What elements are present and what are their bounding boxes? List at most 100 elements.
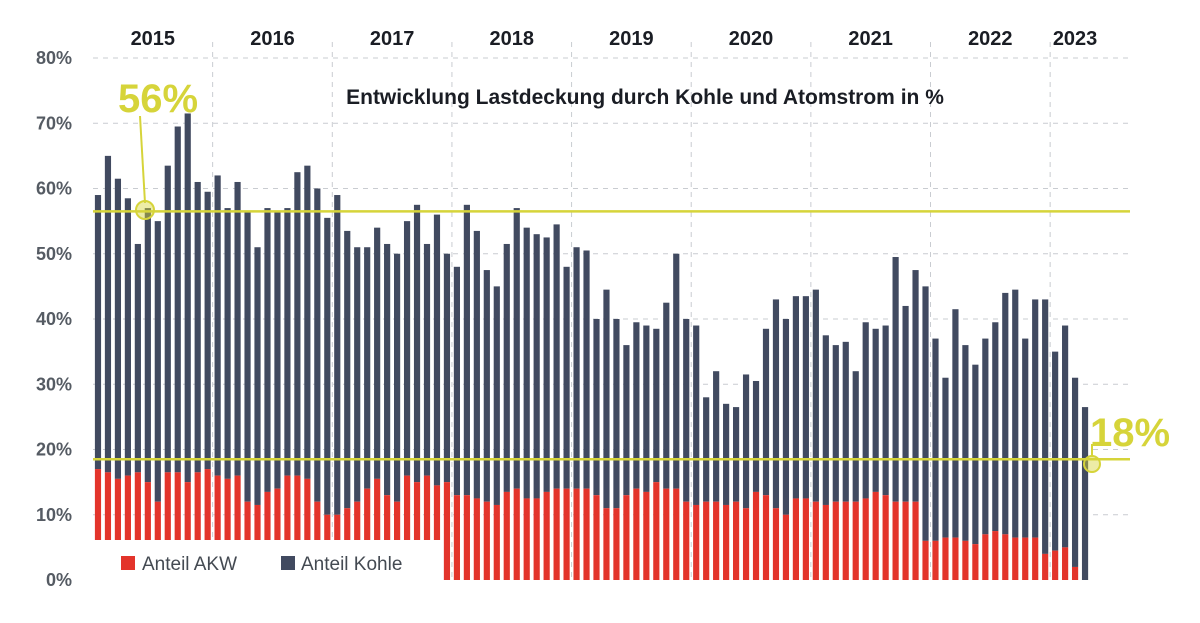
- bar-akw: [613, 508, 620, 580]
- y-tick-label: 10%: [36, 505, 72, 525]
- bar-akw: [384, 495, 391, 580]
- bar-kohle: [344, 230, 351, 509]
- bar-kohle: [1012, 289, 1019, 538]
- bar-kohle: [334, 195, 341, 515]
- year-label: 2023: [1053, 28, 1098, 50]
- year-label: 2019: [609, 28, 654, 50]
- bar-akw: [433, 485, 441, 580]
- annotation-end: 18%: [1083, 411, 1170, 473]
- annotation-start-label: 56%: [118, 77, 198, 121]
- bar-akw: [364, 488, 371, 580]
- bar-akw: [204, 469, 211, 580]
- bar-akw: [872, 491, 879, 580]
- y-tick-label: 80%: [36, 48, 72, 68]
- bar-kohle: [394, 253, 401, 502]
- bar-kohle: [503, 243, 510, 492]
- bar-akw: [693, 504, 700, 580]
- bar-akw: [633, 488, 640, 580]
- bar-kohle: [513, 208, 520, 489]
- bar-kohle: [613, 319, 620, 509]
- bar-kohle: [683, 319, 690, 502]
- bar-akw: [583, 488, 590, 580]
- bar-akw: [962, 540, 969, 580]
- bar-kohle: [194, 181, 201, 473]
- bar-akw: [234, 475, 241, 580]
- bar-akw: [792, 498, 799, 580]
- y-tick-label: 50%: [36, 244, 72, 264]
- annotation-start-pointer: [139, 115, 146, 204]
- reference-lines: [93, 210, 1130, 461]
- bar-kohle: [184, 113, 191, 483]
- y-tick-label: 30%: [36, 374, 72, 394]
- y-tick-label: 0%: [46, 570, 72, 590]
- bar-kohle: [244, 211, 251, 502]
- legend-background: [92, 540, 442, 580]
- bar-kohle: [912, 270, 919, 502]
- bar-akw: [683, 501, 690, 580]
- bar-akw: [104, 472, 112, 580]
- bar-akw: [922, 540, 929, 580]
- bar-kohle: [523, 227, 530, 499]
- bar-kohle: [962, 345, 969, 541]
- bar-akw: [374, 478, 381, 580]
- bar-kohle: [982, 338, 989, 535]
- bars: [94, 113, 1089, 580]
- bar-akw: [752, 491, 760, 580]
- bar-akw: [812, 501, 819, 580]
- bar-akw: [603, 508, 610, 580]
- legend-swatch-akw: [121, 556, 135, 570]
- bar-akw: [942, 537, 949, 580]
- bar-kohle: [752, 380, 760, 492]
- bar-kohle: [872, 328, 879, 492]
- y-tick-label: 40%: [36, 309, 72, 329]
- bar-kohle: [723, 403, 730, 505]
- bar-kohle: [762, 328, 770, 496]
- bar-akw: [742, 508, 750, 580]
- bar-kohle: [403, 221, 411, 476]
- bar-kohle: [453, 266, 461, 496]
- bar-akw: [284, 475, 291, 580]
- chart-title: Entwicklung Lastdeckung durch Kohle und …: [346, 86, 944, 109]
- bar-kohle: [1032, 299, 1039, 538]
- bar-kohle: [852, 371, 859, 502]
- bar-kohle: [623, 345, 630, 496]
- bar-akw: [852, 501, 859, 580]
- bar-akw: [762, 495, 770, 580]
- bar-akw: [782, 514, 790, 580]
- bar-kohle: [533, 234, 540, 499]
- bar-kohle: [822, 335, 829, 505]
- bar-kohle: [154, 221, 161, 502]
- bar-kohle: [673, 253, 680, 489]
- bar-akw: [563, 488, 570, 580]
- year-label: 2017: [370, 28, 415, 50]
- bar-kohle: [1071, 377, 1079, 567]
- legend-label-akw: Anteil AKW: [142, 554, 237, 575]
- bar-akw: [932, 540, 939, 580]
- bar-kohle: [294, 172, 301, 476]
- bar-akw: [573, 488, 580, 580]
- bar-akw: [274, 488, 281, 580]
- bar-kohle: [224, 208, 231, 479]
- bar-akw: [543, 491, 550, 580]
- bar-kohle: [922, 286, 929, 541]
- bar-kohle: [603, 289, 610, 509]
- bar-kohle: [204, 191, 211, 470]
- bar-kohle: [314, 188, 321, 502]
- bar-kohle: [633, 322, 640, 489]
- bar-akw: [713, 501, 720, 580]
- bar-kohle: [952, 309, 959, 538]
- bar-akw: [423, 475, 431, 580]
- bar-kohle: [832, 345, 839, 502]
- bar-kohle: [802, 296, 809, 499]
- bar-akw: [194, 472, 201, 580]
- bar-akw: [264, 491, 271, 580]
- bar-akw: [772, 508, 780, 580]
- bar-kohle: [842, 341, 849, 502]
- bar-kohle: [932, 338, 939, 541]
- bar-kohle: [972, 364, 979, 545]
- legend: Anteil AKW Anteil Kohle: [92, 540, 442, 580]
- bar-akw: [593, 495, 600, 580]
- bar-kohle: [234, 181, 241, 476]
- year-label: 2015: [131, 28, 176, 50]
